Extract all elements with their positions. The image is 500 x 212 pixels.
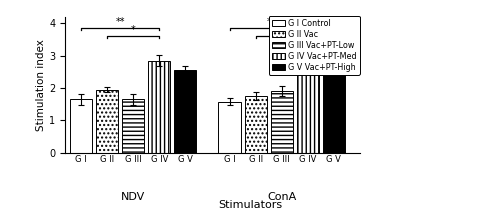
Bar	[148, 61, 171, 153]
Text: *: *	[280, 25, 284, 35]
Bar	[122, 99, 144, 153]
Bar	[270, 91, 293, 153]
Legend: G I Control, G II Vac, G III Vac+PT-Low, G IV Vac+PT-Med, G V Vac+PT-High: G I Control, G II Vac, G III Vac+PT-Low,…	[269, 16, 360, 75]
Bar	[296, 64, 319, 153]
Bar	[323, 74, 345, 153]
Text: NDV: NDV	[121, 191, 146, 202]
Text: *: *	[266, 17, 271, 27]
Text: *: *	[131, 25, 136, 35]
Bar	[244, 96, 266, 153]
Text: Stimulators: Stimulators	[218, 200, 282, 210]
Bar	[218, 102, 240, 153]
Y-axis label: Stimulation index: Stimulation index	[36, 39, 46, 131]
Bar	[96, 90, 118, 153]
Bar	[70, 99, 92, 153]
Text: **: **	[116, 17, 125, 27]
Bar	[174, 70, 197, 153]
Text: ConA: ConA	[267, 191, 296, 202]
